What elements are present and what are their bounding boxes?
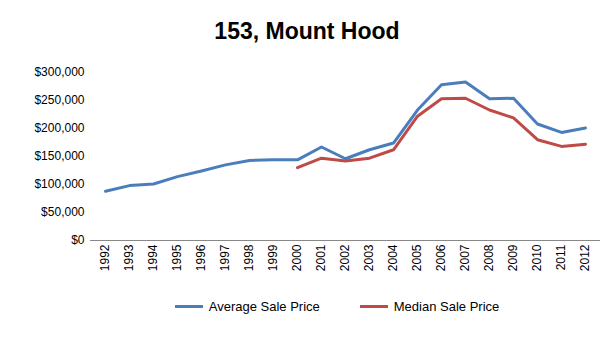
svg-text:2002: 2002 bbox=[338, 244, 352, 271]
svg-text:2006: 2006 bbox=[434, 244, 448, 271]
svg-text:2010: 2010 bbox=[530, 244, 544, 271]
svg-text:$200,000: $200,000 bbox=[34, 121, 84, 135]
svg-text:1995: 1995 bbox=[170, 244, 184, 271]
svg-text:2011: 2011 bbox=[554, 244, 568, 270]
svg-text:2012: 2012 bbox=[578, 244, 592, 271]
svg-text:2001: 2001 bbox=[314, 244, 328, 271]
svg-text:1994: 1994 bbox=[146, 244, 160, 271]
svg-text:$50,000: $50,000 bbox=[41, 205, 85, 219]
html-text:Average Sale Price: Average Sale Price bbox=[208, 299, 320, 314]
svg-text:$0: $0 bbox=[71, 233, 85, 247]
svg-text:$100,000: $100,000 bbox=[34, 177, 84, 191]
svg-text:2004: 2004 bbox=[386, 244, 400, 271]
svg-text:$300,000: $300,000 bbox=[34, 65, 84, 79]
svg-text:1997: 1997 bbox=[218, 244, 232, 271]
svg-text:2000: 2000 bbox=[290, 244, 304, 271]
svg-text:$250,000: $250,000 bbox=[34, 93, 84, 107]
svg-text:1998: 1998 bbox=[242, 244, 256, 271]
html-text:153, Mount Hood: 153, Mount Hood bbox=[214, 18, 400, 44]
svg-text:1993: 1993 bbox=[122, 244, 136, 271]
svg-text:1999: 1999 bbox=[266, 244, 280, 271]
svg-text:2009: 2009 bbox=[506, 244, 520, 271]
html-text:Median Sale Price: Median Sale Price bbox=[393, 299, 500, 314]
svg-text:2005: 2005 bbox=[410, 244, 424, 271]
svg-text:$150,000: $150,000 bbox=[34, 149, 84, 163]
svg-text:2007: 2007 bbox=[458, 244, 472, 271]
svg-text:2003: 2003 bbox=[362, 244, 376, 271]
svg-text:2008: 2008 bbox=[482, 244, 496, 271]
svg-text:1992: 1992 bbox=[98, 244, 112, 271]
svg-text:1996: 1996 bbox=[194, 244, 208, 271]
